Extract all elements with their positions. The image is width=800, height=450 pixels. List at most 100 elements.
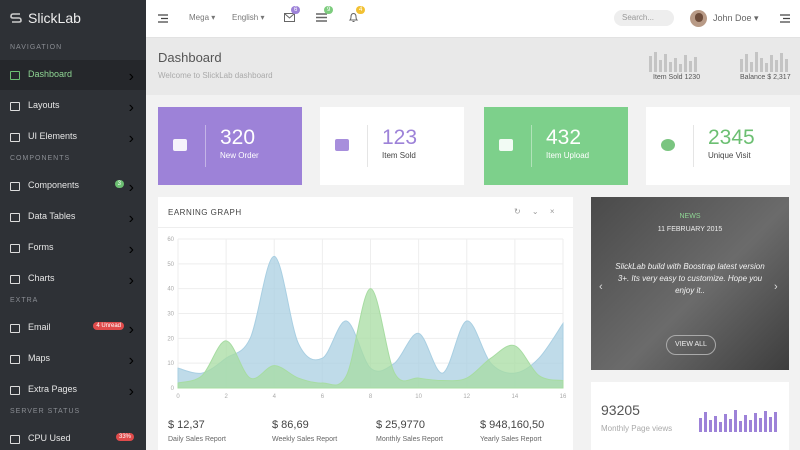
header-stat: Balance $ 2,317 — [740, 74, 791, 81]
sparkline — [649, 52, 697, 72]
user-name: John Doe — [713, 13, 752, 23]
y-tick-label: 0 — [171, 386, 175, 392]
menu-label: English — [232, 13, 259, 22]
nav-item[interactable]: Email 4 Unread › — [0, 313, 146, 343]
nav-label: Dashboard — [28, 69, 73, 79]
nav-item[interactable]: UI Elements › — [0, 122, 146, 152]
panel-controls[interactable]: ↻ ⌄ × — [514, 207, 555, 216]
y-tick-label: 50 — [167, 262, 174, 268]
nav-item[interactable]: Maps › — [0, 344, 146, 374]
chevron: › — [128, 321, 134, 338]
tile-icon — [173, 139, 187, 151]
y-tick-label: 60 — [167, 237, 174, 243]
tile-value: 432 — [546, 126, 582, 149]
language-menu[interactable]: English ▾ — [232, 13, 265, 22]
nav-label: Maps — [28, 353, 51, 363]
nav-item[interactable]: Dashboard › — [0, 60, 146, 90]
news-date: 11 FEBRUARY 2015 — [657, 226, 723, 233]
mega-menu[interactable]: Mega ▾ — [189, 13, 216, 22]
tile-divider — [531, 125, 532, 167]
earning-graph-panel: EARNING GRAPH ↻ ⌄ × 0 10 20 30 40 50 60 0 2 4 6 8 10… — [158, 197, 573, 450]
nav-label: Extra Pages — [28, 384, 78, 394]
nav-icon — [10, 133, 20, 142]
page-subtitle: Welcome to SlickLab dashboard — [158, 71, 273, 80]
news-tag: NEWS — [679, 213, 701, 220]
page-views-label: Monthly Page views — [601, 424, 673, 433]
nav-item[interactable]: Components 3 › — [0, 171, 146, 201]
nav-icon — [10, 102, 20, 111]
tile-value: 123 — [382, 126, 418, 149]
top-bar: Mega ▾ English ▾ 6 9 4 Search... John Do… — [146, 0, 800, 38]
next-arrow[interactable]: › — [774, 281, 778, 293]
nav-label: Components — [28, 180, 80, 190]
nav-item[interactable]: Forms › — [0, 233, 146, 263]
tile-icon — [335, 139, 349, 151]
nav-label: UI Elements — [28, 131, 78, 141]
tile-icon — [499, 139, 513, 151]
nav-icon — [10, 355, 20, 364]
sidebar: SlickLab NAVIGATION Dashboard › Layouts › UI … — [0, 0, 146, 450]
earning-chart: 0 10 20 30 40 50 60 0 2 4 6 8 10 12 14 16 — [167, 237, 567, 400]
nav-item[interactable]: Layouts › — [0, 91, 146, 121]
settings-toggle[interactable] — [780, 14, 790, 23]
nav-item[interactable]: Extra Pages › — [0, 375, 146, 405]
nav-badge: 4 Unread — [93, 322, 124, 330]
user-menu[interactable]: John Doe ▾ — [713, 13, 759, 23]
x-tick-label: 14 — [512, 394, 519, 400]
divider — [158, 227, 573, 228]
nav-icon — [10, 435, 20, 444]
news-panel: NEWS 11 FEBRUARY 2015 SlickLab build wit… — [591, 197, 789, 370]
nav-icon — [10, 324, 20, 333]
chevron: › — [128, 130, 134, 147]
menu-toggle[interactable] — [158, 14, 168, 23]
news-text: SlickLab build with Boostrap latest vers… — [615, 262, 765, 295]
sales-label: Daily Sales Report — [168, 436, 226, 443]
nav-badge: 3 — [114, 180, 124, 188]
section-title: SERVER STATUS — [10, 408, 81, 415]
nav-item[interactable]: Charts › — [0, 264, 146, 294]
tasks-icon[interactable] — [316, 13, 327, 22]
page-views-value: 93205 — [601, 402, 640, 418]
bell-icon[interactable] — [348, 12, 359, 23]
header-stat: Item Sold 1230 — [653, 74, 701, 81]
x-tick-label: 6 — [321, 394, 325, 400]
y-tick-label: 40 — [167, 287, 174, 293]
tile-label: Item Upload — [546, 151, 590, 160]
x-tick-label: 8 — [369, 394, 373, 400]
nav-label: Charts — [28, 273, 55, 283]
y-tick-label: 30 — [167, 312, 174, 318]
x-tick-label: 16 — [560, 394, 567, 400]
menu-label: Mega — [189, 13, 210, 22]
tile-label: Item Sold — [382, 151, 416, 160]
chevron: › — [128, 352, 134, 369]
prev-arrow[interactable]: ‹ — [599, 281, 603, 293]
sales-value: $ 12,37 — [168, 419, 205, 431]
stat-tile: 320 New Order — [158, 107, 302, 185]
mail-icon[interactable] — [284, 13, 295, 22]
section-title: COMPONENTS — [10, 155, 71, 162]
avatar[interactable] — [690, 10, 707, 27]
stat-tile: 2345 Unique Visit — [646, 107, 790, 185]
notification-badge: 9 — [324, 6, 334, 14]
stat-tile: 432 Item Upload — [484, 107, 628, 185]
nav-label: Forms — [28, 242, 54, 252]
view-all-button[interactable]: VIEW ALL — [666, 335, 716, 355]
tile-value: 2345 — [708, 126, 755, 149]
nav-icon — [10, 213, 20, 222]
nav-item[interactable]: CPU Used 33% — [0, 424, 146, 450]
sales-value: $ 948,160,50 — [480, 419, 545, 431]
sales-label: Monthly Sales Report — [376, 436, 443, 443]
section-title: NAVIGATION — [10, 44, 63, 51]
page-header: Dashboard Welcome to SlickLab dashboard … — [146, 38, 800, 95]
nav-icon — [10, 244, 20, 253]
x-tick-label: 2 — [224, 394, 228, 400]
nav-label: CPU Used — [28, 433, 71, 443]
sales-label: Yearly Sales Report — [480, 436, 542, 443]
chevron: › — [128, 272, 134, 289]
search-box[interactable]: Search... — [614, 10, 674, 26]
y-tick-label: 20 — [167, 336, 174, 342]
tile-divider — [205, 125, 206, 167]
nav-icon — [10, 275, 20, 284]
nav-item[interactable]: Data Tables › — [0, 202, 146, 232]
x-tick-label: 12 — [463, 394, 470, 400]
